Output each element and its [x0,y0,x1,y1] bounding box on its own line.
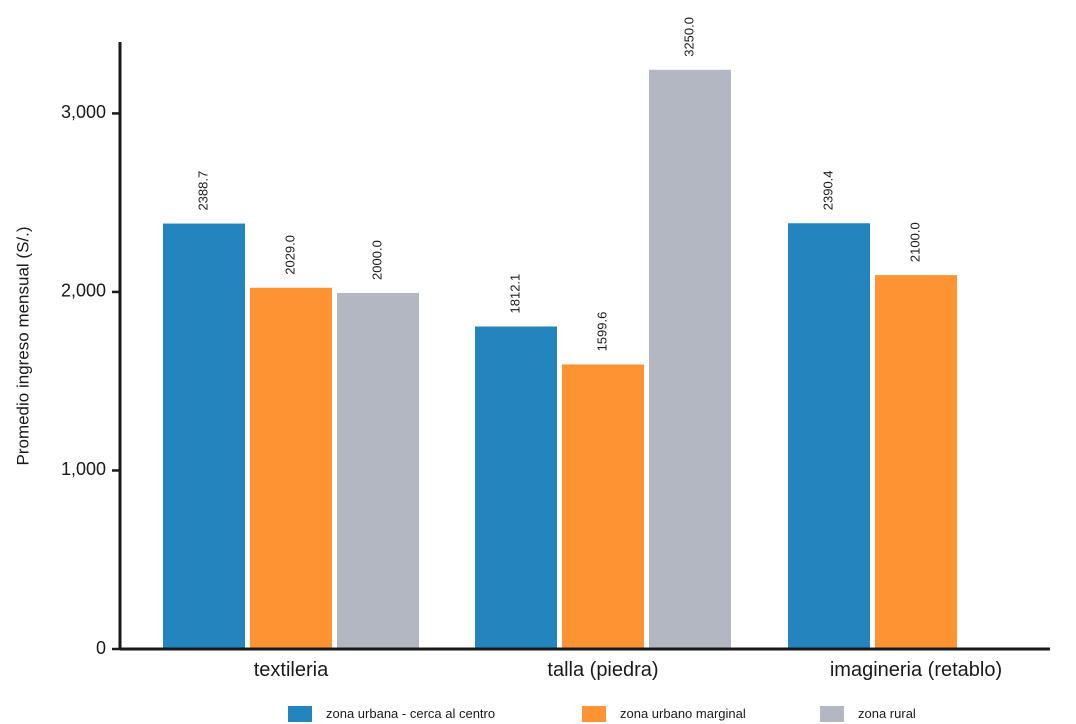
bar [161,221,247,651]
y-axis-label: Promedio ingreso mensual (S/.) [13,226,32,465]
axes-group [118,42,1050,651]
data-label: 2390.4 [820,170,835,210]
legend-swatch [582,706,606,722]
bar [647,67,733,650]
x-tick-label: talla (piedra) [547,659,658,681]
legend-swatch [288,706,312,722]
bar [560,362,646,650]
legend: zona urbana - cerca al centro zona urbano… [288,706,916,722]
y-ticks-group: 0 1,000 2,000 3,000 [61,102,120,658]
bar [473,324,559,650]
legend-swatch [820,706,844,722]
x-tick-labels-group: textileria talla (piedra) imagineria (reta… [254,659,1002,681]
data-label: 2388.7 [195,171,210,211]
y-tick-label: 1,000 [61,459,106,479]
bar [873,273,959,650]
y-tick-label: 0 [96,638,106,658]
bar [248,285,334,650]
legend-label: zona urbano marginal [620,706,746,721]
bar [786,221,872,651]
data-label: 1812.1 [507,274,522,314]
x-tick-label: imagineria (retablo) [830,659,1002,681]
data-label: 3250.0 [681,17,696,57]
legend-label: zona rural [858,706,916,721]
data-labels-group: 2388.7 1812.1 2390.4 2029.0 1599.6 2100.0 2000… [195,17,922,351]
y-tick-label: 3,000 [61,102,106,122]
data-label: 2029.0 [282,235,297,275]
legend-label: zona urbana - cerca al centro [326,706,495,721]
data-label: 2000.0 [369,240,384,280]
bar [335,290,421,650]
x-tick-label: textileria [254,659,329,681]
data-label: 1599.6 [594,312,609,352]
y-tick-label: 2,000 [61,281,106,301]
data-label: 2100.0 [907,222,922,262]
bars-group [161,67,959,651]
